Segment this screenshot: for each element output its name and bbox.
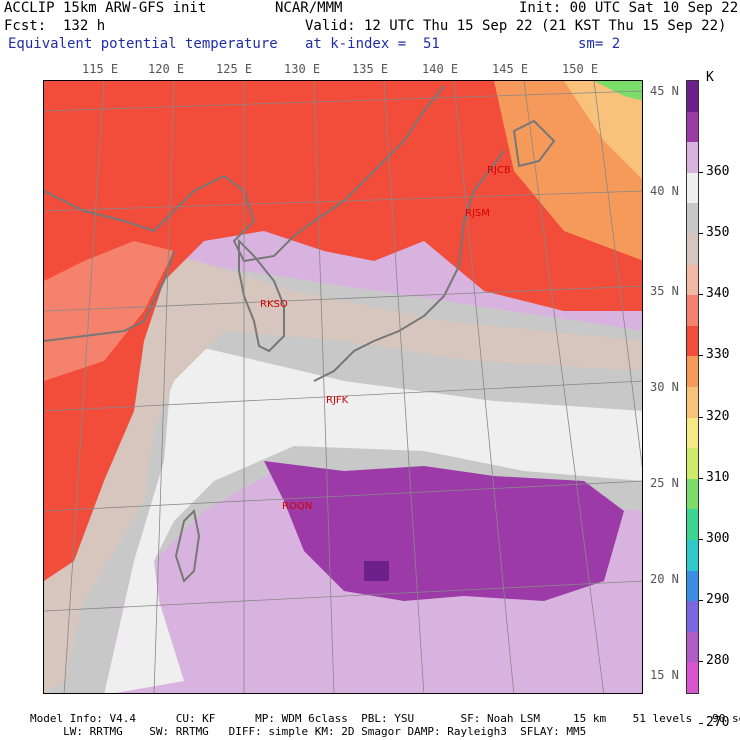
colorbar-segment	[687, 325, 698, 357]
colorbar-segment	[687, 540, 698, 571]
lat-label: 35 N	[650, 284, 679, 298]
colorbar-unit: K	[706, 70, 714, 85]
station-label: RKSO	[260, 299, 288, 310]
station-label: RJSM	[465, 208, 490, 219]
colorbar-segment	[687, 662, 698, 694]
smoothing-label: sm= 2	[578, 36, 621, 52]
colorbar-tick-label: 300	[706, 531, 730, 546]
valid-time: Valid: 12 UTC Thu 15 Sep 22 (21 KST Thu …	[305, 18, 727, 34]
colorbar-segment	[687, 478, 698, 510]
lat-label: 30 N	[650, 380, 679, 394]
coastline-mainland	[44, 85, 445, 263]
colorbar-segment	[687, 356, 698, 388]
k-index-label: at k-index = 51	[305, 36, 440, 52]
colorbar-segment	[687, 203, 698, 235]
colorbar-segment	[687, 509, 698, 541]
lat-label: 25 N	[650, 476, 679, 490]
colorbar-segment	[687, 387, 698, 418]
station-label: RJCB	[487, 165, 511, 176]
field-tan-band	[44, 251, 642, 693]
field-name: Equivalent potential temperature	[8, 36, 278, 52]
colorbar-tick	[699, 722, 703, 724]
lon-label: 115 E	[82, 62, 119, 76]
colorbar-tick-label: 340	[706, 286, 730, 302]
colorbar-tick-label: 270	[706, 714, 730, 730]
colorbar	[686, 80, 699, 694]
colorbar-segment	[687, 172, 698, 204]
colorbar-segment	[687, 570, 698, 602]
theta-e-map: RJCB RJSM RKSO RJFK ROQN	[43, 80, 643, 694]
lon-label: 145 E	[492, 62, 529, 76]
colorbar-segment	[687, 81, 698, 112]
forecast-hour: Fcst: 132 h	[4, 18, 106, 34]
colorbar-tick	[699, 233, 703, 234]
colorbar-segment	[687, 264, 698, 296]
colorbar-segment	[687, 295, 698, 327]
field-white-band	[104, 341, 642, 693]
colorbar-segment	[687, 111, 698, 143]
colorbar-tick	[699, 477, 703, 479]
lon-label: 130 E	[284, 62, 321, 76]
colorbar-tick	[699, 661, 703, 663]
coastline-taiwan	[174, 508, 201, 583]
lon-label: 135 E	[352, 62, 389, 76]
lon-label: 120 E	[148, 62, 185, 76]
colorbar-tick-label: 330	[706, 347, 730, 363]
lat-label: 20 N	[650, 572, 679, 586]
colorbar-tick-label: 310	[706, 469, 730, 485]
colorbar-tick	[699, 539, 703, 540]
lon-label: 140 E	[422, 62, 459, 76]
station-label: RJFK	[326, 395, 349, 406]
field-yellow-orange-region	[564, 81, 642, 179]
field-dark-purple-patch	[364, 561, 389, 581]
colorbar-tick	[699, 355, 703, 357]
colorbar-tick-label: 280	[706, 653, 730, 669]
colorbar-segment	[687, 631, 698, 663]
colorbar-segment	[687, 448, 698, 480]
colorbar-tick-label: 350	[706, 225, 730, 240]
field-purple-region	[264, 461, 624, 601]
lat-label: 15 N	[650, 668, 679, 682]
field-salmon-region	[44, 241, 174, 381]
colorbar-tick-label: 290	[706, 592, 730, 608]
colorbar-tick-label: 320	[706, 408, 730, 424]
institution-label: NCAR/MMM	[275, 0, 343, 16]
station-label: ROQN	[282, 501, 312, 512]
field-green-patch	[594, 81, 642, 101]
colorbar-segment	[687, 142, 698, 174]
model-info-line1: Model Info: V4.4 CU: KF MP: WDM 6class P…	[30, 712, 740, 725]
colorbar-tick-label: 360	[706, 163, 730, 179]
colorbar-tick	[699, 171, 703, 173]
coastline-japan	[313, 150, 505, 382]
map-canvas: RJCB RJSM RKSO RJFK ROQN	[44, 81, 642, 693]
coastline-hokkaido	[512, 119, 556, 168]
model-title: ACCLIP 15km ARW-GFS init	[4, 0, 207, 16]
lat-label: 40 N	[650, 184, 679, 198]
init-time: Init: 00 UTC Sat 10 Sep 22	[519, 0, 739, 16]
graticule	[44, 81, 642, 693]
colorbar-segment	[687, 601, 698, 633]
colorbar-segment	[687, 417, 698, 449]
model-info-line2: LW: RRTMG SW: RRTMG DIFF: simple KM: 2D …	[30, 725, 587, 738]
colorbar-tick	[699, 600, 703, 602]
coastline-korea	[238, 238, 285, 353]
colorbar-tick	[699, 294, 703, 296]
lon-label: 150 E	[562, 62, 599, 76]
coastline-china-east	[44, 250, 175, 342]
lon-label: 125 E	[216, 62, 253, 76]
colorbar-segment	[687, 234, 698, 265]
colorbar-tick	[699, 416, 703, 418]
lat-label: 45 N	[650, 84, 679, 98]
